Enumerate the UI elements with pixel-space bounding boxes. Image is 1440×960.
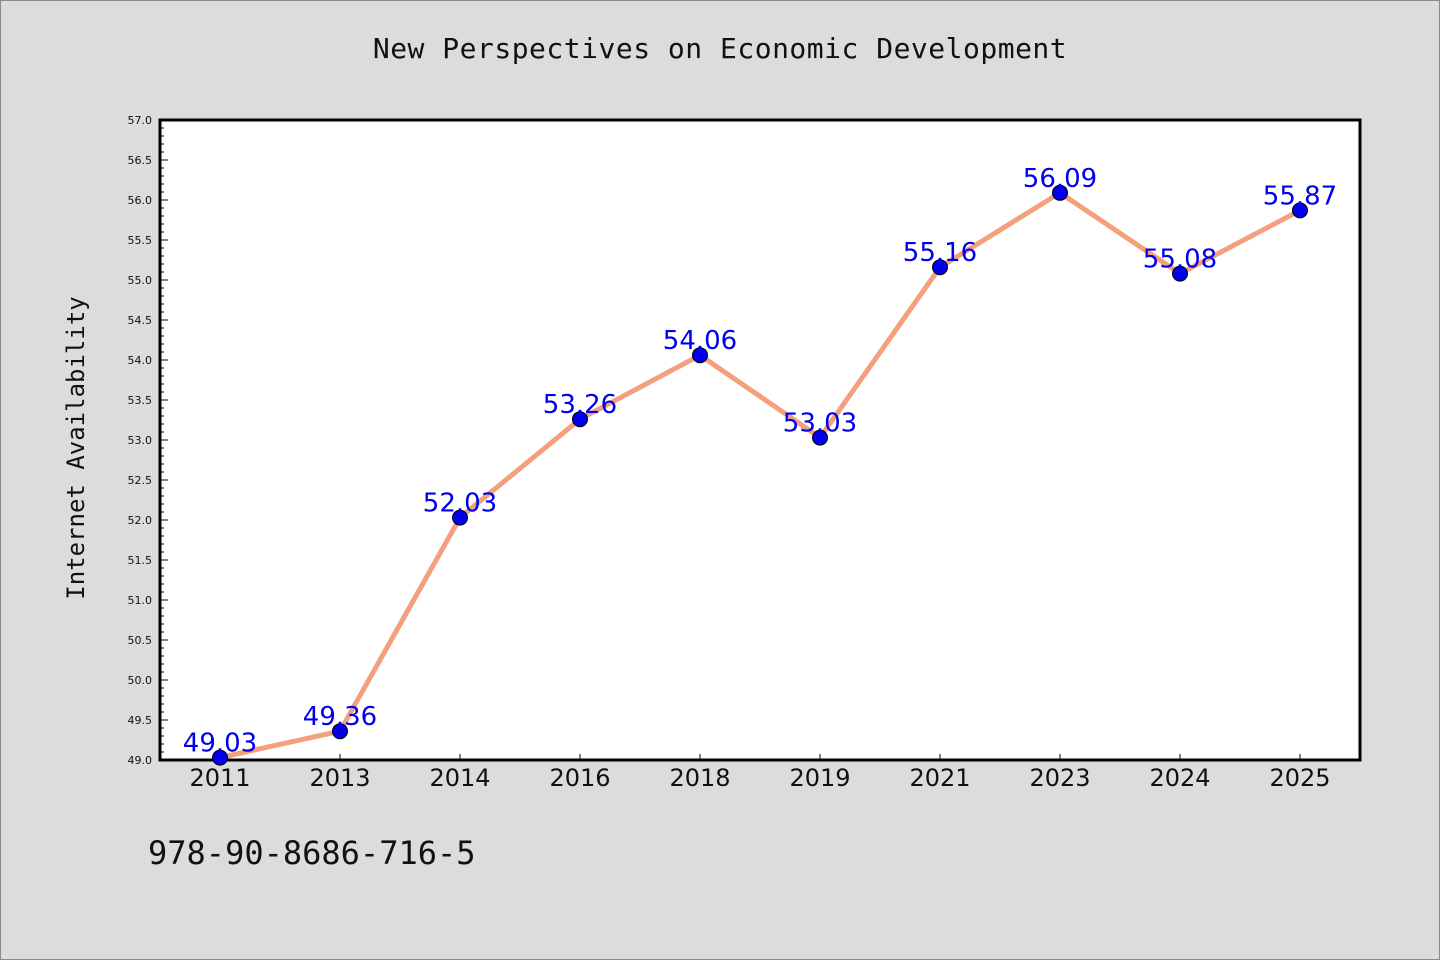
y-axis-ticks: 49.0 49.5 50.0 50.5 51.0 51.5 52.0 52.5 53.0 53.5… <box>128 114 168 767</box>
data-label: 49.36 <box>303 702 377 732</box>
x-tick-label: 2016 <box>549 764 610 792</box>
y-tick-label: 54.0 <box>128 354 153 367</box>
series-line <box>217 190 1303 761</box>
y-tick-label: 55.5 <box>128 234 153 247</box>
data-labels: 49.03 49.36 52.03 53.26 54.06 53.03 55.16 56.09… <box>183 164 1337 759</box>
y-tick-label: 52.0 <box>128 514 153 527</box>
data-point <box>332 723 348 740</box>
data-label: 55.16 <box>903 238 977 268</box>
data-markers <box>212 184 1308 766</box>
y-tick-label: 56.0 <box>128 194 153 207</box>
footer-isbn: 978-90-8686-716-5 <box>148 834 476 872</box>
data-label: 55.08 <box>1143 245 1217 275</box>
data-point <box>212 749 228 766</box>
x-tick-label: 2019 <box>789 764 850 792</box>
x-tick-label: 2021 <box>909 764 970 792</box>
data-label: 54.06 <box>663 326 737 356</box>
data-point <box>932 259 948 276</box>
x-tick-label: 2023 <box>1029 764 1090 792</box>
y-tick-label: 50.0 <box>128 674 153 687</box>
y-tick-label: 51.0 <box>128 594 153 607</box>
data-label: 49.03 <box>183 729 257 759</box>
chart-title: New Perspectives on Economic Development <box>372 32 1068 65</box>
y-tick-label: 49.5 <box>128 714 153 727</box>
y-tick-label: 51.5 <box>128 554 153 567</box>
data-point <box>572 411 588 428</box>
x-tick-label: 2013 <box>309 764 370 792</box>
y-tick-label: 56.5 <box>128 154 153 167</box>
data-label: 53.26 <box>543 390 617 420</box>
plot-area <box>158 118 1362 762</box>
data-point <box>1292 202 1308 219</box>
x-tick-label: 2011 <box>189 764 250 792</box>
y-tick-label: 52.5 <box>128 474 153 487</box>
x-tick-label: 2024 <box>1149 764 1210 792</box>
y-tick-label: 57.0 <box>128 114 153 127</box>
x-tick-label: 2025 <box>1269 764 1330 792</box>
y-tick-label: 49.0 <box>128 754 153 767</box>
y-tick-label: 53.0 <box>128 434 153 447</box>
y-tick-label: 50.5 <box>128 634 153 647</box>
data-label: 55.87 <box>1263 181 1337 211</box>
x-tick-label: 2018 <box>669 764 730 792</box>
data-point <box>1052 184 1068 201</box>
x-axis-ticks: 2011 2013 2014 2016 2018 2019 2021 2023 2024 2025 <box>189 754 1331 792</box>
y-tick-label: 53.5 <box>128 394 153 407</box>
data-point <box>452 509 468 526</box>
data-label: 52.03 <box>423 489 497 519</box>
data-label: 56.09 <box>1023 164 1097 194</box>
x-tick-label: 2014 <box>429 764 490 792</box>
data-point <box>812 429 828 446</box>
data-point <box>1172 265 1188 282</box>
y-tick-label: 55.0 <box>128 274 153 287</box>
y-tick-label: 54.5 <box>128 314 153 327</box>
data-point <box>692 347 708 364</box>
data-label: 53.03 <box>783 409 857 439</box>
